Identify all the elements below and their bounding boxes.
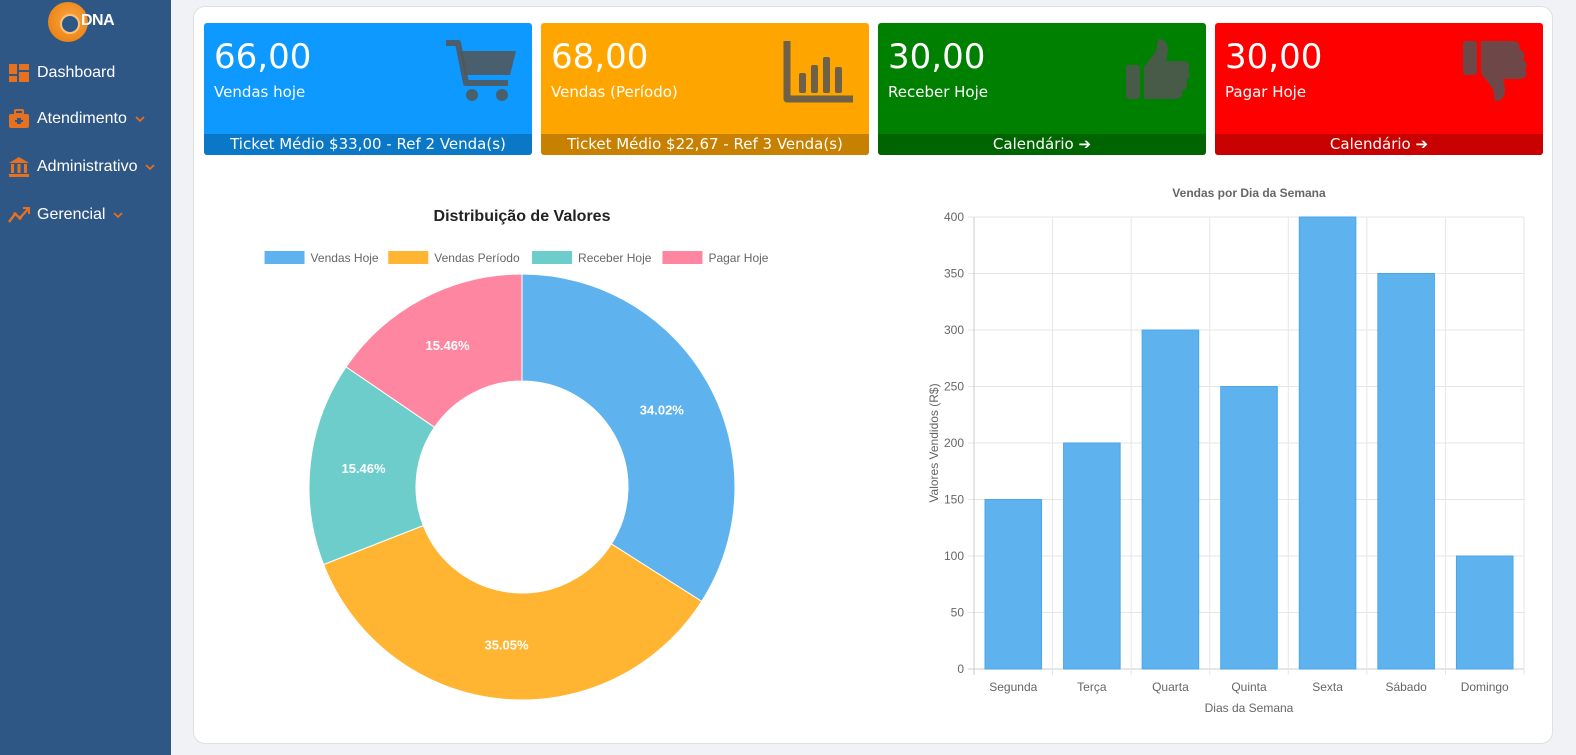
thumbs-down-icon — [1463, 41, 1527, 101]
sidebar-item-label: Administrativo — [37, 158, 138, 175]
chart-title: Distribuição de Valores — [434, 208, 611, 225]
pie-slice[interactable] — [345, 273, 523, 428]
x-tick-label: Quinta — [1231, 680, 1267, 694]
card-vendas-hoje: 66,00 Vendas hoje Ticket Médio $33,00 - … — [204, 23, 532, 155]
sidebar: DNA Dashboard Atendimento Adm — [0, 0, 171, 755]
card-vendas-periodo: 68,00 Vendas (Período) Ticket Médio $22,… — [541, 23, 869, 155]
briefcase-icon — [9, 109, 29, 128]
sidebar-item-gerencial[interactable]: Gerencial — [8, 201, 130, 229]
y-tick-label: 0 — [957, 662, 964, 676]
card-value: 68,00 — [551, 37, 649, 77]
x-tick-label: Domingo — [1461, 680, 1509, 694]
sidebar-item-atendimento[interactable]: Atendimento — [8, 105, 152, 133]
card-footer-link[interactable]: Calendário ➔ — [878, 134, 1206, 155]
bar-chart-icon — [783, 41, 853, 103]
pie-slice[interactable] — [308, 366, 436, 566]
card-footer-link[interactable]: Ticket Médio $33,00 - Ref 2 Venda(s) — [204, 134, 532, 155]
bar[interactable] — [984, 499, 1043, 670]
legend-item[interactable]: Receber Hoje — [532, 251, 652, 265]
card-label: Pagar Hoje — [1225, 83, 1307, 101]
card-value: 30,00 — [888, 37, 986, 77]
pie-slice[interactable] — [521, 273, 736, 603]
bar[interactable] — [1141, 329, 1200, 670]
legend-item[interactable]: Pagar Hoje — [662, 251, 769, 265]
chart-line-icon — [8, 207, 30, 223]
chart-legend: Vendas Hoje Vendas Período Receber Hoje Pag… — [264, 251, 769, 265]
pie-slice-label: 15.46% — [341, 461, 386, 476]
card-pagar-hoje: 30,00 Pagar Hoje Calendário ➔ — [1215, 23, 1543, 155]
main-panel: 66,00 Vendas hoje Ticket Médio $33,00 - … — [193, 6, 1553, 744]
chevron-down-icon — [113, 212, 124, 219]
y-tick-label: 300 — [944, 323, 964, 337]
legend-item[interactable]: Vendas Hoje — [264, 251, 379, 265]
x-tick-label: Sábado — [1385, 680, 1427, 694]
sidebar-item-dashboard[interactable]: Dashboard — [8, 59, 115, 87]
card-receber-hoje: 30,00 Receber Hoje Calendário ➔ — [878, 23, 1206, 155]
pie-slice-label: 35.05% — [484, 638, 529, 653]
bar-series — [984, 216, 1514, 670]
x-tick-label: Quarta — [1152, 680, 1189, 694]
legend-swatch — [388, 251, 429, 264]
sidebar-item-label: Atendimento — [37, 110, 127, 127]
y-tick-label: 150 — [944, 493, 964, 507]
thumbs-up-icon — [1126, 39, 1190, 99]
legend-swatch — [662, 251, 703, 264]
logo-text: DNA — [81, 12, 115, 29]
chart-title: Vendas por Dia da Semana — [1172, 186, 1326, 200]
x-tick-label: Terça — [1077, 680, 1107, 694]
logo[interactable]: DNA — [48, 0, 128, 46]
bar[interactable] — [1220, 386, 1278, 670]
card-value: 30,00 — [1225, 37, 1323, 77]
pie-slice-label: 34.02% — [640, 402, 685, 417]
bar-chart: Vendas por Dia da Semana Segunda Terça Qua… — [927, 186, 1525, 715]
bar[interactable] — [1377, 273, 1435, 670]
bar[interactable] — [1298, 216, 1357, 670]
pie-slice-label: 15.46% — [425, 338, 470, 353]
y-tick-label: 100 — [944, 549, 964, 563]
pie-slice[interactable] — [322, 524, 703, 701]
y-axis-label: Valores Vendidos (R$) — [927, 383, 941, 502]
x-axis-ticks: Segunda Terça Quarta Quinta Sexta Sábado Domin… — [989, 680, 1509, 694]
bar[interactable] — [1455, 555, 1514, 670]
x-axis-label: Dias da Semana — [1205, 701, 1294, 715]
card-label: Receber Hoje — [888, 83, 988, 101]
x-tick-label: Sexta — [1312, 680, 1343, 694]
legend-label: Vendas Hoje — [311, 251, 379, 265]
sidebar-item-administrativo[interactable]: Administrativo — [8, 153, 162, 181]
card-label: Vendas hoje — [214, 83, 306, 101]
y-tick-label: 200 — [944, 436, 964, 450]
dashboard-icon — [9, 64, 29, 82]
sidebar-item-label: Gerencial — [37, 206, 106, 223]
pie-labels: 34.02% 35.05% 15.46% 15.46% — [341, 338, 684, 653]
pie-slices — [308, 273, 736, 701]
y-axis-ticks: 0 50 100 150 200 250 300 350 400 — [944, 210, 964, 676]
card-footer-link[interactable]: Calendário ➔ — [1215, 134, 1543, 155]
legend-label: Pagar Hoje — [708, 251, 768, 265]
cart-icon — [446, 40, 516, 101]
chevron-down-icon — [145, 164, 156, 171]
x-tick-label: Segunda — [989, 680, 1037, 694]
card-label: Vendas (Período) — [551, 83, 678, 101]
card-footer-link[interactable]: Ticket Médio $22,67 - Ref 3 Venda(s) — [541, 134, 869, 155]
card-value: 66,00 — [214, 37, 312, 77]
y-tick-label: 250 — [944, 380, 964, 394]
legend-label: Vendas Período — [434, 251, 520, 265]
legend-swatch — [532, 251, 573, 264]
y-tick-label: 400 — [944, 210, 964, 224]
sidebar-item-label: Dashboard — [37, 64, 116, 81]
bank-icon — [9, 157, 29, 177]
logo-emblem-icon — [48, 2, 88, 42]
bar[interactable] — [1063, 442, 1121, 670]
legend-swatch — [264, 251, 305, 264]
y-tick-label: 350 — [944, 267, 964, 281]
legend-item[interactable]: Vendas Período — [388, 251, 520, 265]
doughnut-chart: Distribuição de Valores Vendas Hoje Venda… — [264, 208, 769, 701]
legend-label: Receber Hoje — [578, 251, 652, 265]
y-tick-label: 50 — [951, 606, 965, 620]
chevron-down-icon — [135, 116, 145, 123]
